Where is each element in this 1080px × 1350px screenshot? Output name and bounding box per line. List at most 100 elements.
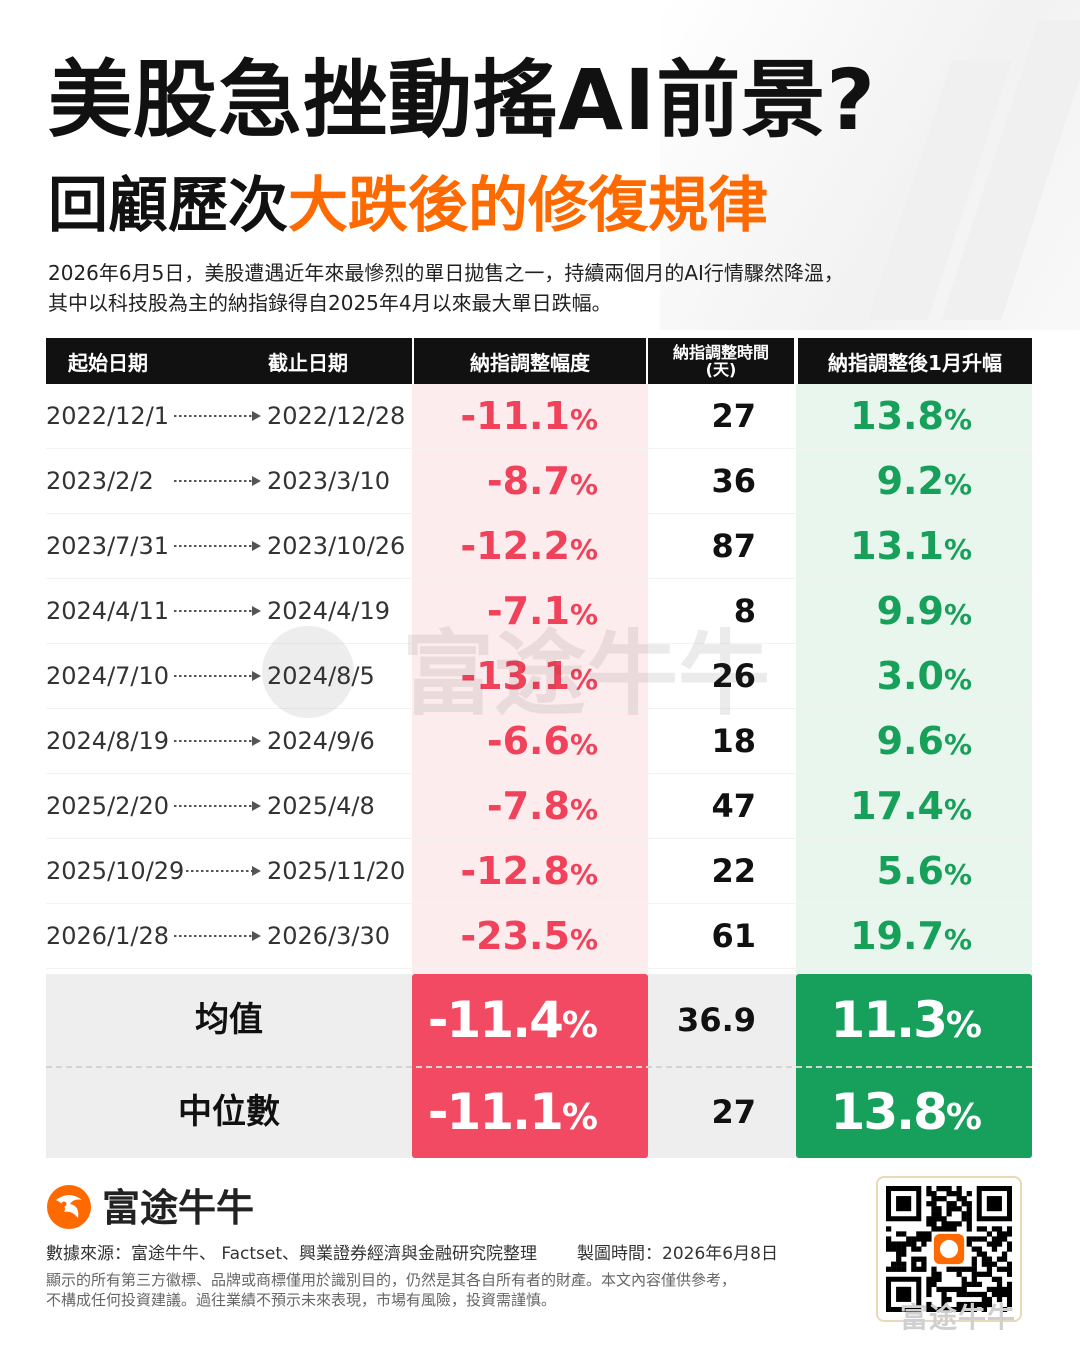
table-row: 2024/7/10 2024/8/5 -13.1% 26 3.0% — [46, 644, 1032, 709]
row-separator — [46, 643, 1032, 644]
days-value: 27 — [711, 397, 756, 435]
end-date: 2024/8/5 — [267, 662, 375, 690]
dotted-arrow-icon — [174, 675, 254, 677]
start-date: 2024/8/19 — [46, 727, 170, 755]
median-rise-value: 13.8 — [830, 1083, 948, 1141]
start-date: 2024/7/10 — [46, 662, 170, 690]
page-subtitle: 回顧歷次大跌後的修復規律 — [48, 166, 1038, 246]
rise-pct: % — [943, 858, 972, 891]
days-value: 36 — [711, 462, 756, 500]
drop-value: -7.8% — [412, 774, 598, 839]
rise-number: 13.8 — [850, 394, 944, 438]
made-time: 製圖時間：2026年6月8日 — [577, 1244, 778, 1264]
drop-number: -11.1 — [460, 394, 570, 438]
source-text: 數據來源：富途牛牛、 Factset、興業證券經濟與金融研究院整理 — [46, 1244, 538, 1264]
drop-pct: % — [569, 728, 598, 761]
dotted-arrow-icon — [174, 480, 254, 482]
arrowhead-icon — [252, 866, 261, 876]
header-days-line2: (天) — [705, 360, 737, 379]
page-title: 美股急挫動搖AI前景? — [48, 51, 876, 149]
mean-rise-value: 11.3 — [830, 991, 948, 1049]
drop-value: -7.1% — [412, 579, 598, 644]
table-row: 2025/2/20 2025/4/8 -7.8% 47 17.4% — [46, 774, 1032, 839]
subtitle-highlight: 大跌後的修復規律 — [288, 171, 768, 241]
drop-value: -6.6% — [412, 709, 598, 774]
row-separator — [46, 448, 1032, 449]
drop-value: -11.1% — [412, 384, 598, 449]
days-value: 18 — [711, 722, 756, 760]
table-row: 2023/7/31 2023/10/26 -12.2% 87 13.1% — [46, 514, 1032, 579]
start-date: 2026/1/28 — [46, 922, 170, 950]
futu-logo-icon — [47, 1185, 91, 1229]
row-separator — [46, 708, 1032, 709]
arrowhead-icon — [252, 931, 261, 941]
brand-name: 富途牛牛 — [102, 1186, 255, 1230]
rise-pct: % — [943, 923, 972, 956]
disclaimer-line-1: 顯示的所有第三方徽標、品牌或商標僅用於識別目的，仍然是其各自所有者的財產。本文內… — [46, 1271, 737, 1289]
mean-drop-value: -11.4 — [427, 991, 564, 1049]
drop-pct: % — [569, 533, 598, 566]
mean-rise-pct: % — [945, 1005, 982, 1046]
rise-number: 3.0 — [876, 654, 944, 698]
rise-value: 13.8% — [796, 384, 972, 449]
rise-pct: % — [943, 533, 972, 566]
arrowhead-icon — [252, 541, 261, 551]
drop-pct: % — [569, 858, 598, 891]
row-separator — [46, 773, 1032, 774]
disclaimer-line-2: 不構成任何投資建議。過往業績不預示未來表現，市場有風險，投資需謹慎。 — [46, 1291, 557, 1309]
table-row: 2026/1/28 2026/3/30 -23.5% 61 19.7% — [46, 904, 1032, 969]
rise-pct: % — [943, 403, 972, 436]
rise-pct: % — [943, 598, 972, 631]
row-separator — [46, 903, 1032, 904]
row-separator — [46, 578, 1032, 579]
start-date: 2024/4/11 — [46, 597, 170, 625]
start-date: 2023/7/31 — [46, 532, 170, 560]
drop-pct: % — [569, 598, 598, 631]
rise-value: 9.2% — [796, 449, 972, 514]
drop-value: -8.7% — [412, 449, 598, 514]
drop-number: -13.1 — [460, 654, 570, 698]
drop-number: -12.2 — [460, 524, 570, 568]
days-value: 47 — [711, 787, 756, 825]
header-dates-cell: 起始日期 截止日期 — [46, 338, 412, 384]
mean-rise: 11.3% — [796, 974, 982, 1066]
start-date: 2025/10/29 — [46, 857, 185, 885]
dotted-arrow-icon — [174, 415, 254, 417]
drop-column-background — [412, 384, 648, 974]
days-value: 26 — [711, 657, 756, 695]
end-date: 2024/9/6 — [267, 727, 375, 755]
arrowhead-icon — [252, 476, 261, 486]
end-date: 2023/10/26 — [267, 532, 406, 560]
row-separator — [46, 838, 1032, 839]
table-row: 2022/12/1 2022/12/28 -11.1% 27 13.8% — [46, 384, 1032, 449]
mean-drop-pct: % — [561, 1005, 598, 1046]
header-days: 納指調整時間 (天) — [648, 338, 794, 384]
drop-pct: % — [569, 468, 598, 501]
row-separator — [46, 513, 1032, 514]
drop-value: -13.1% — [412, 644, 598, 709]
drop-number: -7.8 — [486, 784, 570, 828]
days-value: 22 — [711, 852, 756, 890]
rise-value: 13.1% — [796, 514, 972, 579]
drop-value: -12.2% — [412, 514, 598, 579]
rise-value: 9.6% — [796, 709, 972, 774]
median-rise: 13.8% — [796, 1066, 982, 1158]
median-drop-value: -11.1 — [427, 1083, 564, 1141]
drop-number: -6.6 — [486, 719, 570, 763]
end-date: 2025/4/8 — [267, 792, 375, 820]
end-date: 2024/4/19 — [267, 597, 391, 625]
rise-value: 19.7% — [796, 904, 972, 969]
header-start-date: 起始日期 — [68, 350, 148, 375]
summary-row-mean: 均值 -11.4% 36.9 11.3% — [46, 974, 1032, 1066]
intro-text: 2026年6月5日，美股遭遇近年來最慘烈的單日拋售之一，持續兩個月的AI行情驟然… — [48, 258, 1038, 318]
intro-line-1: 2026年6月5日，美股遭遇近年來最慘烈的單日拋售之一，持續兩個月的AI行情驟然… — [48, 261, 844, 285]
drop-number: -7.1 — [486, 589, 570, 633]
row-separator — [46, 968, 1032, 969]
arrowhead-icon — [252, 801, 261, 811]
rise-number: 9.9 — [876, 589, 944, 633]
mean-label: 均值 — [195, 1000, 263, 1040]
qr-code[interactable] — [876, 1176, 1022, 1322]
end-date: 2025/11/20 — [267, 857, 406, 885]
rise-value: 9.9% — [796, 579, 972, 644]
rise-number: 9.6 — [876, 719, 944, 763]
